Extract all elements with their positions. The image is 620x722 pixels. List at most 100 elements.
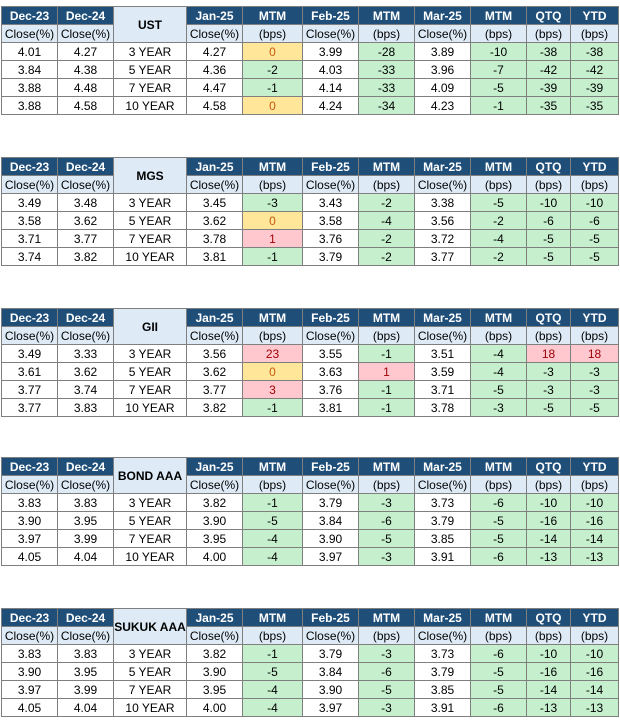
feb25-close: 3.76 [302, 380, 359, 399]
jan25-close: 3.77 [186, 380, 243, 399]
column-header-mtm: MTM [470, 6, 527, 25]
qtq-change: -38 [526, 42, 571, 61]
feb25-mtm: -2 [358, 247, 415, 266]
mar25-close: 3.85 [414, 680, 471, 699]
unit-label: Close(%) [1, 24, 58, 43]
dec24-close: 3.48 [57, 193, 114, 212]
jan25-close: 4.00 [186, 547, 243, 566]
column-header-qtq: QTQ [526, 157, 571, 176]
unit-label: (bps) [570, 175, 619, 194]
jan25-mtm: 0 [242, 211, 303, 230]
jan25-mtm: -1 [242, 644, 303, 663]
tenor: 7 YEAR [113, 529, 187, 548]
mar25-mtm: -4 [470, 362, 527, 381]
qtq-change: -42 [526, 60, 571, 79]
column-header-qtq: QTQ [526, 608, 571, 627]
jan25-close: 4.27 [186, 42, 243, 61]
feb25-mtm: -28 [358, 42, 415, 61]
tenor: 5 YEAR [113, 511, 187, 530]
feb25-mtm: 1 [358, 362, 415, 381]
column-header-mar25: Mar-25 [414, 608, 471, 627]
mar25-mtm: -3 [470, 398, 527, 417]
feb25-close: 3.90 [302, 529, 359, 548]
mar25-close: 3.71 [414, 380, 471, 399]
table-row: 3.77 3.83 10 YEAR 3.82 -1 3.81 -1 3.78 -3 -5 -5 [1, 398, 619, 417]
column-header-mtm: MTM [470, 157, 527, 176]
unit-label: (bps) [570, 475, 619, 494]
dec23-close: 3.88 [1, 96, 58, 115]
column-header-feb25: Feb-25 [302, 608, 359, 627]
jan25-mtm: -1 [242, 493, 303, 512]
jan25-close: 4.47 [186, 78, 243, 97]
tenor: 10 YEAR [113, 698, 187, 717]
yield-table-gii: Dec-23 Dec-24 GII Jan-25 MTM Feb-25 MTM Mar-25 M… [1, 308, 619, 417]
mar25-close: 3.77 [414, 247, 471, 266]
tenor: 10 YEAR [113, 96, 187, 115]
tenor: 10 YEAR [113, 247, 187, 266]
feb25-mtm: -3 [358, 547, 415, 566]
table-row: 3.71 3.77 7 YEAR 3.78 1 3.76 -2 3.72 -4 -5 -5 [1, 229, 619, 248]
feb25-close: 3.84 [302, 511, 359, 530]
table-row: 3.49 3.48 3 YEAR 3.45 -3 3.43 -2 3.38 -5 -10 -10 [1, 193, 619, 212]
jan25-close: 3.82 [186, 493, 243, 512]
column-header-ytd: YTD [570, 608, 619, 627]
unit-label: Close(%) [57, 24, 114, 43]
feb25-mtm: -5 [358, 529, 415, 548]
dec23-close: 3.71 [1, 229, 58, 248]
qtq-change: -16 [526, 511, 571, 530]
table-row: 3.83 3.83 3 YEAR 3.82 -1 3.79 -3 3.73 -6 -10 -10 [1, 644, 619, 663]
dec23-close: 4.05 [1, 547, 58, 566]
dec24-close: 4.04 [57, 547, 114, 566]
column-header-jan25: Jan-25 [186, 457, 243, 476]
column-header-mtm: MTM [470, 308, 527, 327]
dec23-close: 3.88 [1, 78, 58, 97]
feb25-close: 3.97 [302, 698, 359, 717]
jan25-mtm: 3 [242, 380, 303, 399]
table-row: 3.88 4.58 10 YEAR 4.58 0 4.24 -34 4.23 -1 -35 -35 [1, 96, 619, 115]
tenor: 3 YEAR [113, 193, 187, 212]
qtq-change: -3 [526, 362, 571, 381]
dec24-close: 3.62 [57, 362, 114, 381]
unit-label: Close(%) [302, 326, 359, 345]
column-header-dec23: Dec-23 [1, 608, 58, 627]
mar25-mtm: -6 [470, 493, 527, 512]
unit-label: (bps) [470, 326, 527, 345]
column-header-feb25: Feb-25 [302, 457, 359, 476]
mar25-mtm: -6 [470, 644, 527, 663]
dec23-close: 3.77 [1, 398, 58, 417]
instrument-label: UST [113, 6, 187, 43]
feb25-close: 3.79 [302, 493, 359, 512]
unit-label: (bps) [358, 626, 415, 645]
unit-label: Close(%) [186, 475, 243, 494]
feb25-mtm: -6 [358, 662, 415, 681]
feb25-close: 3.58 [302, 211, 359, 230]
tenor: 3 YEAR [113, 42, 187, 61]
feb25-close: 3.43 [302, 193, 359, 212]
qtq-change: -14 [526, 529, 571, 548]
mar25-mtm: -4 [470, 229, 527, 248]
mar25-close: 3.85 [414, 529, 471, 548]
qtq-change: 18 [526, 344, 571, 363]
instrument-label: BOND AAA [113, 457, 187, 494]
feb25-close: 3.84 [302, 662, 359, 681]
dec24-close: 4.58 [57, 96, 114, 115]
unit-label: Close(%) [302, 626, 359, 645]
tenor: 7 YEAR [113, 78, 187, 97]
qtq-change: -14 [526, 680, 571, 699]
feb25-close: 3.90 [302, 680, 359, 699]
jan25-mtm: 0 [242, 42, 303, 61]
column-header-qtq: QTQ [526, 457, 571, 476]
ytd-change: -13 [570, 698, 619, 717]
mar25-mtm: -5 [470, 662, 527, 681]
column-header-feb25: Feb-25 [302, 6, 359, 25]
dec23-close: 3.84 [1, 60, 58, 79]
table-row: 3.58 3.62 5 YEAR 3.62 0 3.58 -4 3.56 -2 -6 -6 [1, 211, 619, 230]
unit-label: Close(%) [414, 24, 471, 43]
tenor: 5 YEAR [113, 662, 187, 681]
ytd-change: -42 [570, 60, 619, 79]
header-row: Dec-23 Dec-24 GII Jan-25 MTM Feb-25 MTM Mar-25 M… [1, 308, 619, 345]
dec24-close: 3.74 [57, 380, 114, 399]
tenor: 3 YEAR [113, 493, 187, 512]
dec23-close: 3.77 [1, 380, 58, 399]
header-row: Dec-23 Dec-24 MGS Jan-25 MTM Feb-25 MTM Mar-25 M… [1, 157, 619, 194]
